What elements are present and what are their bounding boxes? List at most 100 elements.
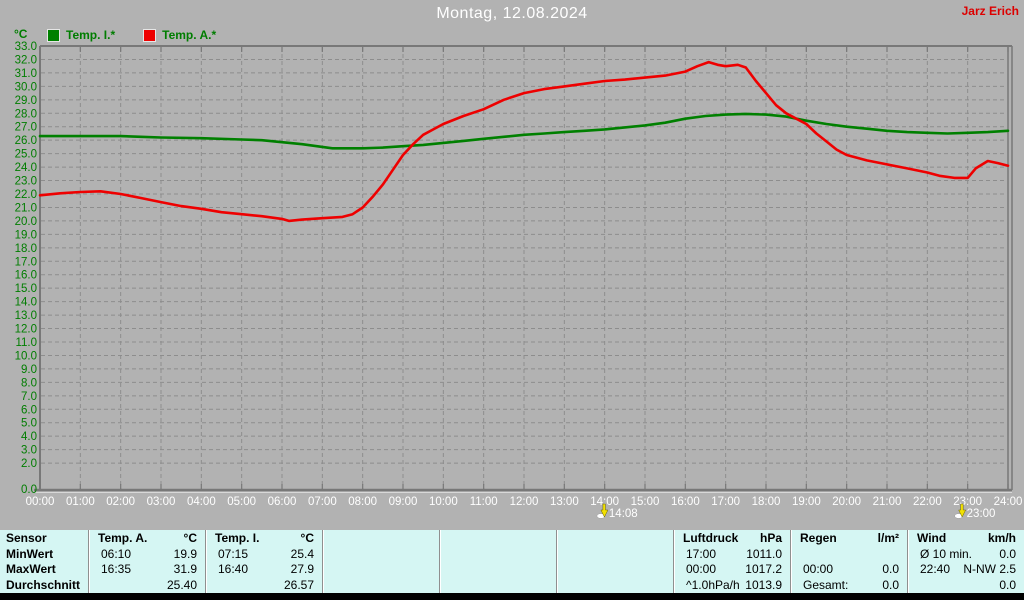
column-header-unit: °C [300,530,314,545]
y-tick-label: 18.0 [15,243,37,255]
time-marker: 23:00 [954,503,995,520]
cell-value: 1017.2 [745,562,782,577]
y-tick-label: 6.0 [21,404,37,416]
stats-column-temp-i: Temp. I. °C 07:15 25.4 16:40 27.9 26.57 [205,530,322,593]
stats-cell-row: Gesamt: 0.0 [791,577,907,593]
stats-row-labels: Sensor MinWert MaxWert Durchschnitt [0,530,88,593]
stats-cell-row [323,577,439,593]
cell-value: 27.9 [290,562,314,577]
y-tick-label: 28.0 [15,108,37,120]
stats-cell-row [323,562,439,578]
y-tick-label: 5.0 [21,418,37,430]
x-tick-label: 12:00 [510,496,539,508]
stats-cell-row: 22:40 N-NW 2.5 [908,562,1024,578]
bottom-bar [0,593,1024,600]
x-tick-label: 19:00 [792,496,821,508]
x-tick-label: 02:00 [106,496,135,508]
column-header-name: Temp. I. [215,530,260,545]
stats-column-regen: Regen l/m² 00:00 0.0 Gesamt: 0.0 [790,530,907,593]
cell-time: Gesamt: [803,578,849,593]
stats-cell-row: 16:35 31.9 [89,562,205,578]
stats-cell-row [440,562,556,578]
cell-time: 00:00 [686,562,717,577]
y-axis-unit-label: °C [14,27,28,41]
legend-label: Temp. A.* [162,28,217,42]
column-header: Luftdruck hPa [674,530,790,546]
cell-value: 19.9 [173,546,197,561]
y-tick-label: 3.0 [21,445,37,457]
stats-cell-row [440,577,556,593]
y-tick-label: 11.0 [15,337,37,349]
cell-value: 25.4 [290,546,314,561]
cell-value: 25.40 [166,578,197,593]
y-tick-label: 25.0 [15,149,37,161]
y-tick-label: 31.0 [15,68,37,80]
y-tick-label: 20.0 [15,216,37,228]
column-header: Regen l/m² [791,530,907,546]
legend-label: Temp. I.* [66,28,116,42]
y-tick-label: 14.0 [15,297,37,309]
y-tick-label: 23.0 [15,176,37,188]
column-header [440,530,556,546]
stats-column-empty-2 [439,530,556,593]
stats-cell-row: ^1.0hPa/h 1013.9 [674,577,790,593]
x-tick-label: 05:00 [227,496,256,508]
x-tick-label: 16:00 [671,496,700,508]
x-tick-label: 01:00 [66,496,95,508]
legend-item-temp-i: Temp. I.* [47,28,115,42]
x-tick-label: 21:00 [873,496,902,508]
y-tick-label: 0.0 [21,484,37,496]
y-tick-label: 10.0 [15,350,37,362]
y-tick-label: 21.0 [15,202,37,214]
y-tick-label: 26.0 [15,135,37,147]
chart-grid [41,47,1007,489]
stats-cell-row: 16:40 27.9 [206,562,322,578]
stats-cell-row [557,577,673,593]
row-label-durchschnitt: Durchschnitt [6,578,81,593]
column-header-unit: km/h [987,530,1016,545]
x-tick-label: 24:00 [994,496,1023,508]
cell-time: 22:40 [920,562,951,577]
chart-legend: Temp. I.* Temp. A.* [47,28,244,42]
cell-time: Ø 10 min. [920,546,973,561]
stats-cell-row: 25.40 [89,577,205,593]
legend-item-temp-a: Temp. A.* [143,28,216,42]
x-tick-label: 23:00 [953,496,982,508]
x-tick-label: 22:00 [913,496,942,508]
time-marker-label: 14:08 [609,508,638,520]
y-tick-label: 19.0 [15,229,37,241]
series-line-temp-i [38,112,1010,150]
y-tick-label: 7.0 [21,391,37,403]
stats-cell-row: 07:15 25.4 [206,546,322,562]
y-tick-label: 4.0 [21,431,37,443]
column-header: Temp. I. °C [206,530,322,546]
cell-value: N-NW 2.5 [963,562,1016,577]
time-marker: 14:08 [596,503,638,520]
x-tick-label: 15:00 [631,496,660,508]
x-tick-label: 06:00 [268,496,297,508]
y-tick-label: 17.0 [15,256,37,268]
cell-time: 06:10 [101,546,132,561]
cell-time: 16:40 [218,562,249,577]
legend-swatch-icon [143,28,157,42]
cell-value: 1013.9 [745,578,782,593]
x-tick-label: 08:00 [348,496,377,508]
stats-column-temp-a: Temp. A. °C 06:10 19.9 16:35 31.9 25.40 [88,530,205,593]
stats-cell-row: 26.57 [206,577,322,593]
stats-cell-row [557,546,673,562]
x-tick-label: 03:00 [147,496,176,508]
y-tick-label: 16.0 [15,270,37,282]
stats-cell-row [323,546,439,562]
x-tick-label: 07:00 [308,496,337,508]
x-tick-label: 10:00 [429,496,458,508]
column-header-unit: l/m² [877,530,899,545]
y-tick-label: 9.0 [21,364,37,376]
stats-cell-row: 00:00 1017.2 [674,562,790,578]
storm-marker-icon [600,503,609,518]
cell-value: 31.9 [173,562,197,577]
column-header [323,530,439,546]
row-label-maxwert: MaxWert [6,562,56,577]
author-label: Jarz Erich [961,4,1019,18]
stats-column-empty-1 [322,530,439,593]
